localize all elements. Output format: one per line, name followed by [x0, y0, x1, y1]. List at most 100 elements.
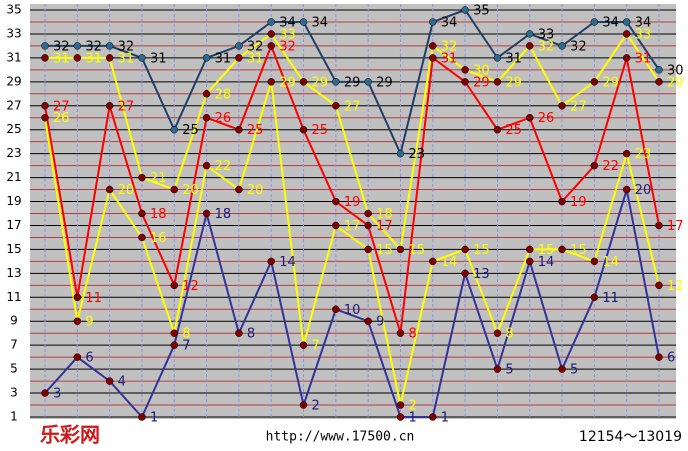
- y-tick-label: 5: [10, 362, 18, 376]
- data-label: 28: [215, 87, 232, 102]
- data-label: 31: [505, 51, 522, 66]
- data-label: 2: [408, 399, 416, 414]
- point: [429, 257, 437, 266]
- data-label: 27: [118, 99, 135, 114]
- y-tick-label: 31: [6, 50, 21, 64]
- data-label: 7: [312, 339, 320, 354]
- data-label: 31: [85, 51, 102, 66]
- point: [622, 30, 631, 38]
- data-label: 17: [376, 219, 393, 234]
- point: [138, 54, 146, 62]
- data-label: 6: [85, 351, 93, 366]
- y-tick-label: 1: [10, 410, 18, 424]
- data-label: 31: [150, 51, 167, 66]
- point: [41, 102, 49, 110]
- point: [396, 401, 405, 409]
- data-label: 29: [667, 75, 684, 90]
- point: [590, 18, 599, 26]
- point: [105, 185, 114, 194]
- point: [493, 365, 502, 373]
- data-label: 23: [408, 147, 425, 162]
- series-line: [45, 32, 660, 252]
- data-label: 2: [312, 399, 320, 414]
- point: [364, 245, 372, 254]
- point: [299, 18, 308, 26]
- data-label: 1: [408, 411, 416, 426]
- data-label: 26: [538, 111, 555, 126]
- data-label: 32: [538, 39, 555, 54]
- data-label: 34: [279, 15, 296, 30]
- data-label: 22: [215, 159, 232, 174]
- data-label: 22: [602, 159, 619, 174]
- series-line: [45, 8, 660, 157]
- point: [267, 257, 275, 266]
- data-label: 31: [635, 51, 652, 66]
- point: [299, 125, 308, 134]
- point: [235, 42, 243, 50]
- data-label: 27: [570, 99, 587, 114]
- point: [590, 161, 599, 170]
- series-line: [44, 43, 660, 334]
- data-label: 14: [441, 255, 458, 270]
- data-label: 8: [247, 327, 255, 342]
- data-label: 27: [344, 99, 361, 114]
- point: [202, 161, 211, 170]
- point: [493, 54, 502, 62]
- data-label: 30: [667, 63, 684, 78]
- point: [170, 185, 179, 194]
- point: [396, 149, 405, 158]
- point: [332, 78, 340, 86]
- y-tick-label: 29: [6, 74, 21, 88]
- data-label: 15: [538, 243, 555, 258]
- point: [267, 78, 275, 86]
- range-label: 12154～13019: [579, 429, 682, 445]
- data-label: 29: [473, 75, 490, 90]
- data-label: 21: [150, 171, 167, 186]
- data-label: 12: [667, 279, 684, 294]
- point: [655, 353, 663, 361]
- point: [170, 329, 179, 337]
- data-label: 19: [344, 195, 361, 210]
- point: [202, 90, 211, 98]
- y-tick-label: 23: [6, 146, 21, 160]
- point: [364, 317, 372, 325]
- point: [525, 30, 534, 38]
- point: [235, 185, 243, 194]
- data-label: 26: [215, 111, 232, 126]
- data-label: 13: [473, 267, 490, 282]
- data-label: 23: [635, 147, 652, 162]
- point: [590, 78, 599, 86]
- y-tick-label: 25: [6, 122, 21, 136]
- data-label: 9: [376, 315, 384, 330]
- url: http://www.17500.cn: [266, 430, 415, 445]
- point: [299, 401, 308, 409]
- y-tick-label: 27: [6, 98, 21, 112]
- data-label: 8: [182, 327, 190, 342]
- data-label: 32: [570, 39, 587, 54]
- data-label: 11: [85, 291, 102, 306]
- point: [202, 209, 211, 218]
- point: [138, 209, 146, 218]
- y-tick-label: 9: [10, 314, 18, 328]
- point: [170, 341, 179, 349]
- data-label: 17: [667, 219, 684, 234]
- data-label: 4: [118, 375, 126, 390]
- data-label: 8: [408, 327, 416, 342]
- y-tick-label: 13: [6, 266, 21, 280]
- point: [299, 341, 308, 349]
- data-label: 6: [667, 351, 675, 366]
- data-label: 14: [602, 255, 619, 270]
- data-label: 34: [312, 15, 329, 30]
- point: [429, 42, 437, 50]
- point: [235, 125, 243, 134]
- point: [332, 305, 340, 314]
- data-label: 17: [344, 219, 361, 234]
- point: [461, 6, 469, 14]
- point: [655, 78, 663, 86]
- data-label: 31: [215, 51, 232, 66]
- point: [429, 54, 437, 62]
- point: [138, 233, 146, 242]
- point: [202, 54, 211, 62]
- point: [41, 113, 49, 122]
- data-label: 9: [85, 315, 93, 330]
